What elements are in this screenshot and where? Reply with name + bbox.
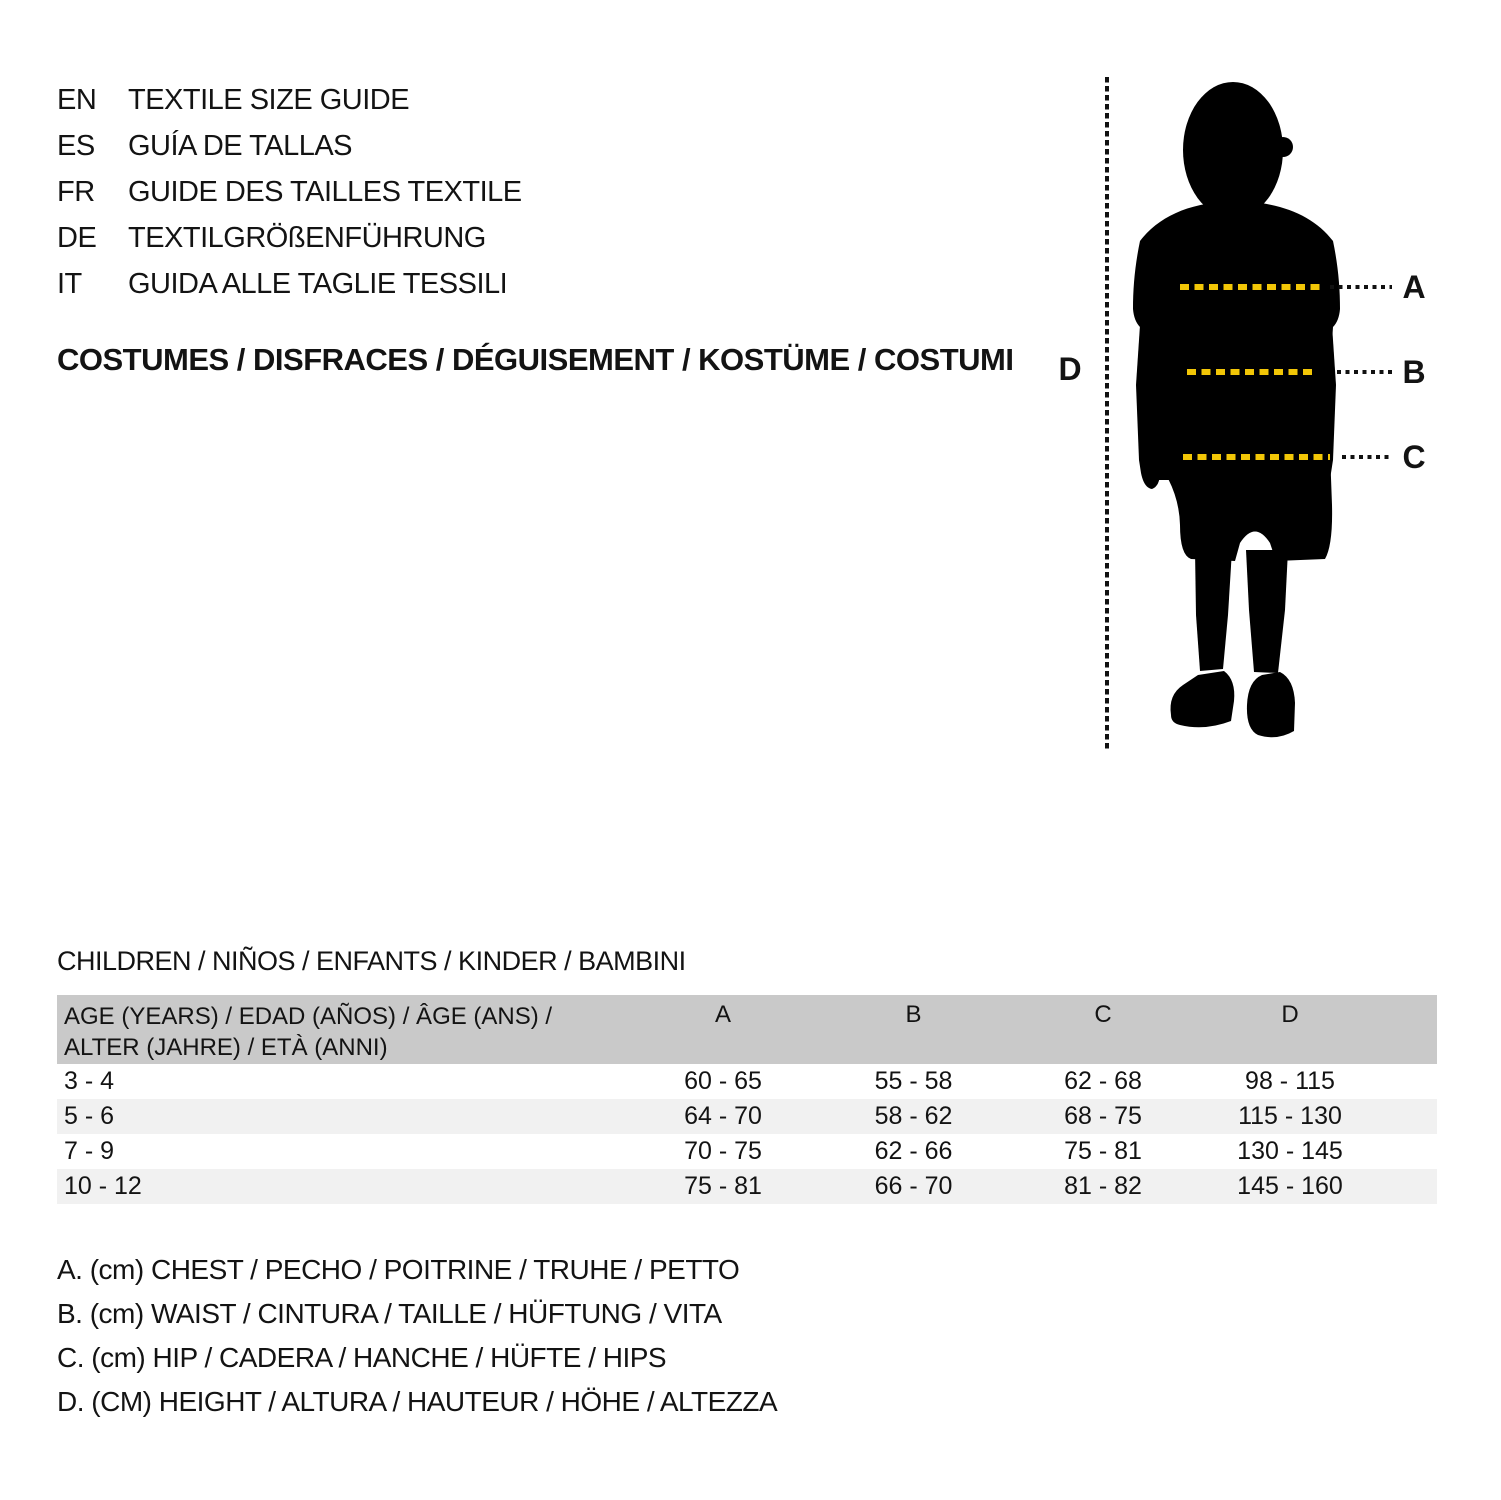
column-header-c: C: [1094, 1001, 1112, 1028]
category-title: COSTUMES / DISFRACES / DÉGUISEMENT / KOS…: [57, 342, 1014, 377]
language-code: IT: [57, 268, 82, 300]
table-row: 10 - 12 75 - 81 66 - 70 81 - 82 145 - 16…: [57, 1169, 1437, 1204]
height-cell: 130 - 145: [1237, 1137, 1343, 1165]
child-silhouette: [1133, 82, 1340, 738]
waist-cell: 66 - 70: [874, 1172, 953, 1200]
column-header-b: B: [905, 1001, 922, 1028]
size-table: AGE (YEARS) / EDAD (AÑOS) / ÂGE (ANS) / …: [57, 995, 1437, 1204]
guide-title-de: TEXTILGRÖßENFÜHRUNG: [128, 222, 486, 254]
measurement-legend: A. (cm) CHEST / PECHO / POITRINE / TRUHE…: [57, 1254, 778, 1430]
figure-label-waist: B: [1402, 354, 1426, 390]
guide-title-en: TEXTILE SIZE GUIDE: [128, 84, 410, 116]
language-code: EN: [57, 84, 97, 116]
table-row: 3 - 4 60 - 65 55 - 58 62 - 68 98 - 115: [57, 1064, 1437, 1099]
waist-cell: 58 - 62: [874, 1102, 953, 1130]
language-row-fr: FR GUIDE DES TAILLES TEXTILE: [57, 176, 522, 222]
language-code: DE: [57, 222, 97, 254]
language-row-it: IT GUIDA ALLE TAGLIE TESSILI: [57, 268, 522, 314]
language-list: EN TEXTILE SIZE GUIDE ES GUÍA DE TALLAS …: [57, 84, 522, 314]
age-cell: 10 - 12: [64, 1172, 142, 1200]
age-cell: 7 - 9: [64, 1137, 115, 1165]
chest-cell: 60 - 65: [684, 1067, 762, 1095]
waist-cell: 55 - 58: [874, 1067, 953, 1095]
waist-cell: 62 - 66: [874, 1137, 953, 1165]
language-code: FR: [57, 176, 95, 208]
age-header-line1: AGE (YEARS) / EDAD (AÑOS) / ÂGE (ANS) /: [64, 1003, 553, 1030]
language-row-de: DE TEXTILGRÖßENFÜHRUNG: [57, 222, 522, 268]
hip-cell: 81 - 82: [1064, 1172, 1142, 1200]
table-row: 7 - 9 70 - 75 62 - 66 75 - 81 130 - 145: [57, 1134, 1437, 1169]
language-code: ES: [57, 130, 95, 162]
hip-cell: 75 - 81: [1064, 1137, 1142, 1165]
language-row-en: EN TEXTILE SIZE GUIDE: [57, 84, 522, 130]
age-header-line2: ALTER (JAHRE) / ETÀ (ANNI): [64, 1034, 388, 1061]
legend-hip: C. (cm) HIP / CADERA / HANCHE / HÜFTE / …: [57, 1342, 667, 1373]
age-cell: 5 - 6: [64, 1102, 115, 1130]
chest-cell: 64 - 70: [684, 1102, 762, 1130]
hip-cell: 68 - 75: [1064, 1102, 1142, 1130]
guide-title-fr: GUIDE DES TAILLES TEXTILE: [128, 176, 522, 208]
child-silhouette-diagram: [1105, 77, 1392, 750]
legend-waist: B. (cm) WAIST / CINTURA / TAILLE / HÜFTU…: [57, 1298, 722, 1329]
column-header-a: A: [714, 1001, 731, 1028]
chest-cell: 70 - 75: [684, 1137, 762, 1165]
chest-cell: 75 - 81: [684, 1172, 762, 1200]
height-cell: 115 - 130: [1238, 1102, 1342, 1130]
size-table-header: AGE (YEARS) / EDAD (AÑOS) / ÂGE (ANS) / …: [57, 995, 1437, 1064]
column-header-d: D: [1281, 1001, 1299, 1028]
figure-label-hip: C: [1402, 439, 1426, 475]
hip-cell: 62 - 68: [1064, 1067, 1142, 1095]
figure-label-chest: A: [1402, 269, 1426, 305]
figure-label-height: D: [1058, 351, 1082, 387]
children-section-title: CHILDREN / NIÑOS / ENFANTS / KINDER / BA…: [57, 946, 686, 976]
height-cell: 98 - 115: [1245, 1067, 1335, 1095]
age-cell: 3 - 4: [64, 1067, 115, 1095]
legend-height: D. (CM) HEIGHT / ALTURA / HAUTEUR / HÖHE…: [57, 1386, 778, 1417]
height-cell: 145 - 160: [1237, 1172, 1343, 1200]
age-column-header: AGE (YEARS) / EDAD (AÑOS) / ÂGE (ANS) / …: [57, 1001, 628, 1063]
table-row: 5 - 6 64 - 70 58 - 62 68 - 75 115 - 130: [57, 1099, 1437, 1134]
language-row-es: ES GUÍA DE TALLAS: [57, 130, 522, 176]
guide-title-it: GUIDA ALLE TAGLIE TESSILI: [128, 268, 508, 300]
guide-title-es: GUÍA DE TALLAS: [128, 130, 353, 162]
legend-chest: A. (cm) CHEST / PECHO / POITRINE / TRUHE…: [57, 1254, 740, 1285]
